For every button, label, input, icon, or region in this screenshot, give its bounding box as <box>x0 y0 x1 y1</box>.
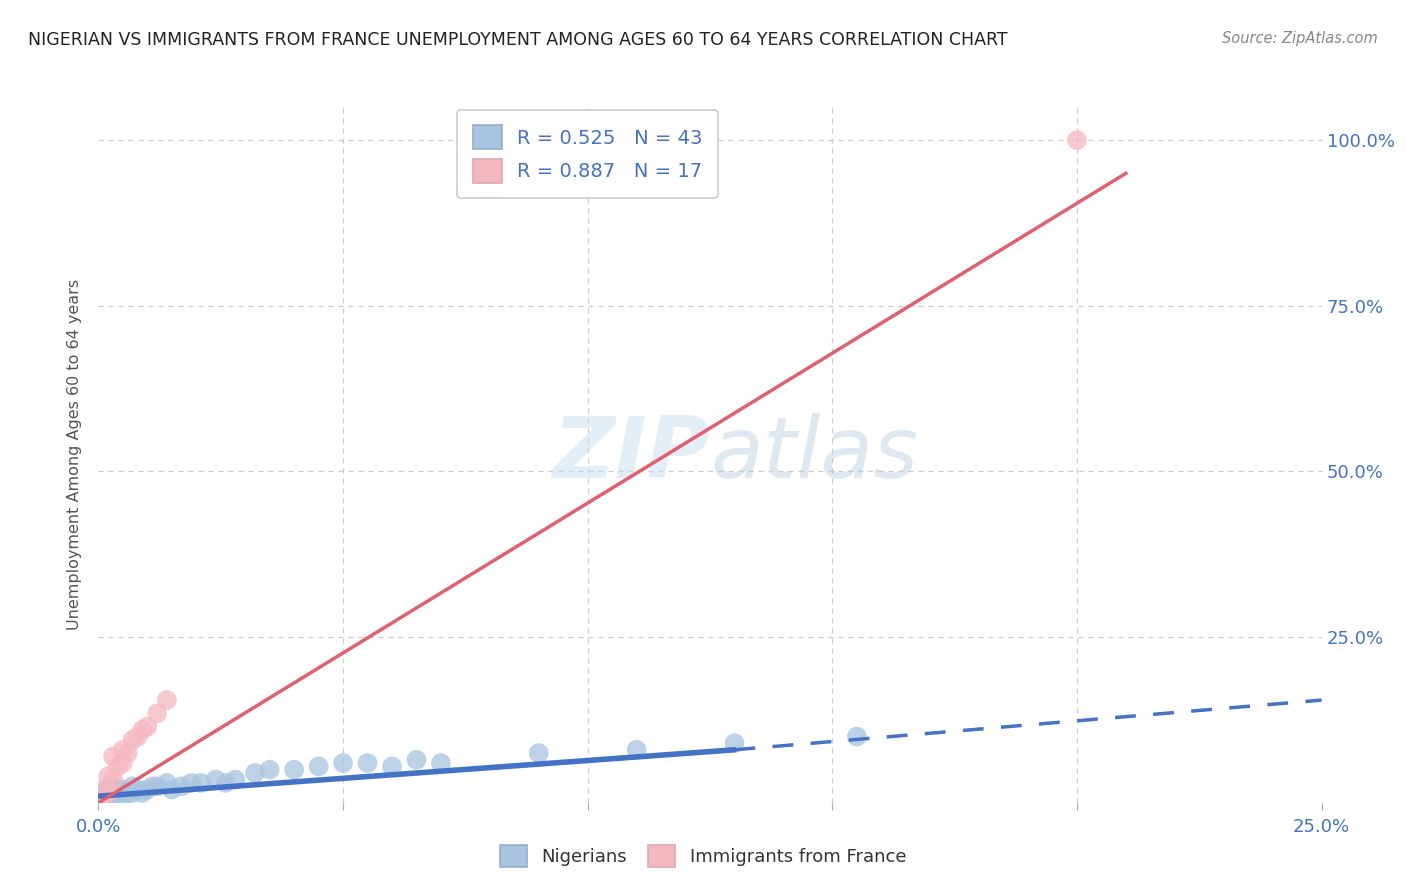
Point <box>91 792 114 806</box>
Point <box>127 782 149 797</box>
Point <box>121 786 143 800</box>
Point <box>107 786 129 800</box>
Point <box>101 789 124 804</box>
Point <box>111 743 134 757</box>
Point <box>136 720 159 734</box>
Text: ZIP: ZIP <box>553 413 710 497</box>
Point <box>146 706 169 721</box>
Point <box>243 766 266 780</box>
Point <box>97 786 120 800</box>
Point <box>131 786 153 800</box>
Point <box>97 769 120 783</box>
Point <box>97 786 120 800</box>
Point <box>117 786 139 800</box>
Point <box>170 779 193 793</box>
Point <box>190 776 212 790</box>
Point <box>259 763 281 777</box>
Point <box>101 772 124 787</box>
Point <box>332 756 354 770</box>
Point <box>283 763 305 777</box>
Point <box>107 782 129 797</box>
Point <box>308 759 330 773</box>
Point <box>91 782 114 797</box>
Point <box>91 789 114 804</box>
Point <box>121 779 143 793</box>
Point <box>101 786 124 800</box>
Point <box>117 746 139 760</box>
Point <box>723 736 745 750</box>
Point <box>405 753 427 767</box>
Point <box>356 756 378 770</box>
Point <box>527 746 550 760</box>
Point <box>214 776 236 790</box>
Point <box>131 723 153 737</box>
Point <box>626 743 648 757</box>
Y-axis label: Unemployment Among Ages 60 to 64 years: Unemployment Among Ages 60 to 64 years <box>67 279 83 631</box>
Point <box>146 779 169 793</box>
Point <box>127 730 149 744</box>
Point <box>97 792 120 806</box>
Point <box>180 776 202 790</box>
Legend: R = 0.525   N = 43, R = 0.887   N = 17: R = 0.525 N = 43, R = 0.887 N = 17 <box>457 110 718 198</box>
Point <box>91 786 114 800</box>
Point <box>136 782 159 797</box>
Text: atlas: atlas <box>710 413 918 497</box>
Point <box>160 782 183 797</box>
Point <box>430 756 453 770</box>
Point <box>156 776 179 790</box>
Point <box>91 792 114 806</box>
Point <box>101 749 124 764</box>
Point <box>224 772 246 787</box>
Legend: Nigerians, Immigrants from France: Nigerians, Immigrants from France <box>492 838 914 874</box>
Point <box>381 759 404 773</box>
Text: Source: ZipAtlas.com: Source: ZipAtlas.com <box>1222 31 1378 46</box>
Point <box>111 756 134 770</box>
Point <box>97 789 120 804</box>
Text: NIGERIAN VS IMMIGRANTS FROM FRANCE UNEMPLOYMENT AMONG AGES 60 TO 64 YEARS CORREL: NIGERIAN VS IMMIGRANTS FROM FRANCE UNEMP… <box>28 31 1008 49</box>
Point <box>97 782 120 797</box>
Point <box>111 789 134 804</box>
Point <box>845 730 868 744</box>
Point <box>141 779 163 793</box>
Point <box>1066 133 1088 147</box>
Point <box>121 732 143 747</box>
Point <box>205 772 228 787</box>
Point <box>156 693 179 707</box>
Point <box>107 759 129 773</box>
Point <box>111 782 134 797</box>
Point <box>101 779 124 793</box>
